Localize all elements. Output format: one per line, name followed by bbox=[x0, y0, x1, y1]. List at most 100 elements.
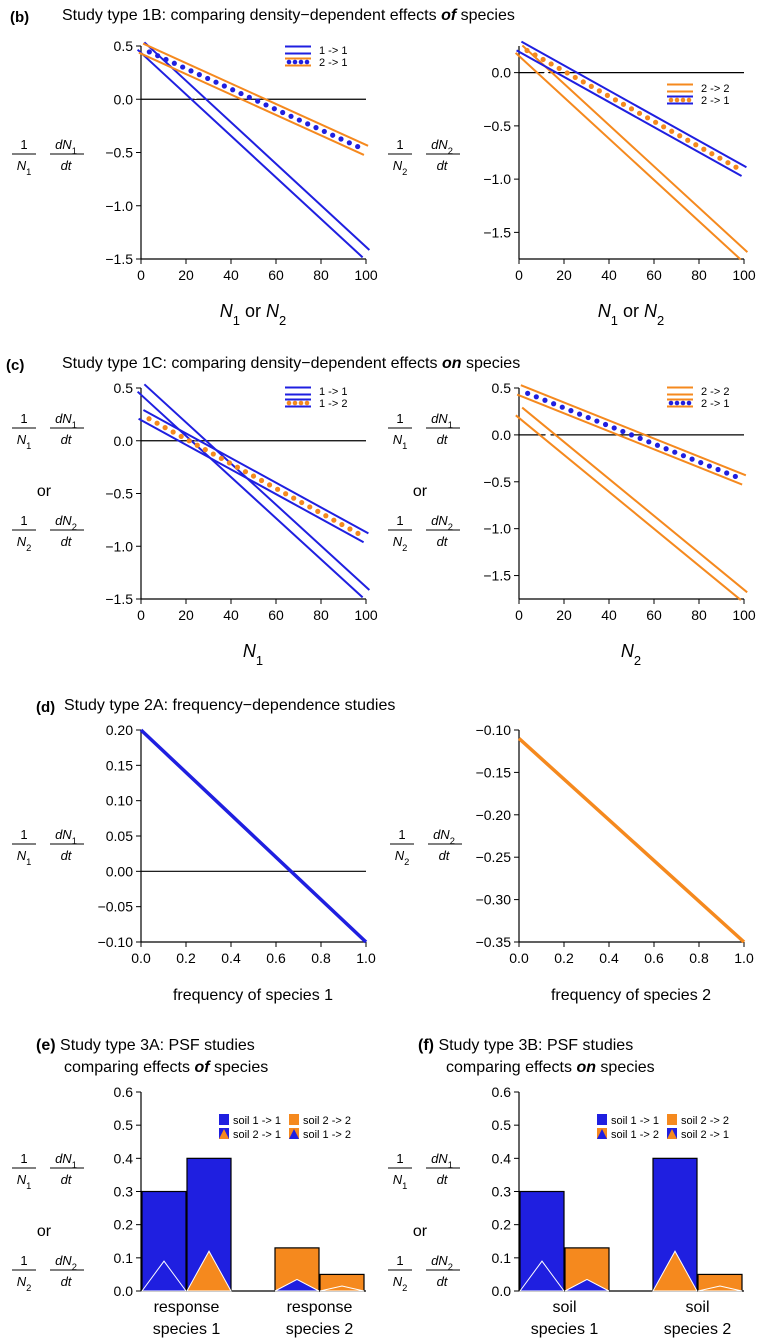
label-part: 2 bbox=[72, 1262, 77, 1272]
data-point bbox=[308, 200, 315, 206]
legend-dot bbox=[298, 47, 304, 53]
label-part: N bbox=[393, 534, 403, 549]
data-point bbox=[645, 165, 652, 171]
label-part: 1 bbox=[402, 1181, 407, 1191]
data-point bbox=[632, 504, 638, 510]
panel-title-part: comparing effects bbox=[64, 1059, 194, 1076]
series-line bbox=[517, 737, 746, 944]
data-point bbox=[567, 450, 573, 456]
legend-item: soil 2 -> 2 bbox=[667, 1114, 729, 1127]
label-part: dN bbox=[431, 1253, 448, 1268]
data-point bbox=[574, 456, 580, 462]
y-tick-label: 0.5 bbox=[492, 380, 512, 396]
fraction-denominator: dt bbox=[61, 1274, 73, 1289]
data-point bbox=[556, 65, 562, 72]
label-part: 2 bbox=[26, 1283, 31, 1293]
data-point bbox=[330, 132, 336, 138]
y-tick-label: 0.10 bbox=[106, 793, 133, 809]
label-part: N bbox=[17, 432, 27, 447]
fraction-numerator: dN1 bbox=[55, 137, 77, 156]
legend-triangle bbox=[219, 1129, 229, 1139]
x-axis-label-part: N bbox=[243, 641, 257, 661]
data-point bbox=[342, 232, 349, 238]
panel-title-part: Study type 3B: PSF studies bbox=[438, 1037, 633, 1054]
data-point bbox=[233, 131, 240, 137]
data-point bbox=[274, 510, 280, 516]
data-point bbox=[637, 435, 643, 441]
fraction-numerator: dN1 bbox=[55, 827, 77, 846]
label-part: N bbox=[17, 158, 27, 173]
data-point bbox=[714, 228, 720, 234]
fraction-denominator: N2 bbox=[17, 534, 32, 553]
data-point bbox=[732, 473, 738, 480]
legend-item: 2 -> 2 bbox=[667, 386, 729, 398]
fraction-denominator: N2 bbox=[393, 1274, 408, 1293]
data-point bbox=[308, 541, 315, 547]
group-label: soil bbox=[552, 1299, 576, 1316]
data-point bbox=[536, 65, 543, 71]
panel-letter-part: (d) bbox=[36, 699, 55, 716]
y-tick-label: −0.20 bbox=[476, 807, 512, 823]
data-point bbox=[596, 474, 602, 480]
legend-dot bbox=[674, 97, 680, 103]
bar-triangle bbox=[186, 1250, 232, 1292]
band-edge-line bbox=[520, 384, 747, 477]
data-point bbox=[559, 404, 565, 410]
label-part: 1 bbox=[448, 420, 453, 430]
group-label: species 1 bbox=[531, 1321, 599, 1338]
data-point bbox=[632, 153, 638, 159]
legend-label: 2 -> 2 bbox=[701, 386, 729, 398]
data-point bbox=[734, 587, 740, 593]
data-point bbox=[281, 516, 287, 522]
data-point bbox=[266, 482, 273, 488]
fraction-denominator: N1 bbox=[17, 848, 32, 867]
x-axis-label-part: N bbox=[644, 301, 658, 321]
legend-dot bbox=[292, 388, 298, 394]
data-point bbox=[146, 49, 152, 55]
label-part: 2 bbox=[404, 857, 409, 867]
legend-label: 1 -> 1 bbox=[319, 386, 347, 398]
legend-item: 2 -> 1 bbox=[285, 57, 347, 69]
data-point bbox=[543, 71, 549, 77]
legend-item: 2 -> 1 bbox=[667, 95, 729, 107]
data-point bbox=[315, 207, 321, 213]
data-point bbox=[654, 442, 661, 448]
x-tick-label: 80 bbox=[313, 607, 329, 623]
data-point bbox=[155, 53, 161, 59]
section-title: Study type 2A: frequency−dependence stud… bbox=[64, 697, 395, 714]
fraction-numerator: 1 bbox=[20, 137, 27, 152]
group-label: species 1 bbox=[153, 1321, 221, 1338]
data-point bbox=[192, 93, 199, 99]
group-label: response bbox=[154, 1299, 220, 1316]
legend-item: soil 1 -> 1 bbox=[597, 1114, 659, 1127]
label-part: N bbox=[17, 1172, 27, 1187]
data-point bbox=[171, 60, 177, 66]
x-axis-label-part: 1 bbox=[611, 313, 618, 328]
data-point bbox=[698, 459, 704, 466]
data-point bbox=[240, 478, 246, 485]
data-point bbox=[581, 462, 587, 468]
y-tick-label: −0.25 bbox=[476, 849, 512, 865]
data-point bbox=[288, 522, 294, 528]
y-tick-label: 0.20 bbox=[106, 722, 133, 738]
series-line bbox=[516, 384, 747, 486]
data-point bbox=[620, 101, 627, 107]
fraction-denominator: dt bbox=[61, 534, 73, 549]
data-point bbox=[339, 521, 345, 528]
data-point bbox=[145, 391, 151, 397]
data-point bbox=[666, 184, 672, 190]
y-tick-label: 0.3 bbox=[492, 1184, 512, 1200]
panel-title-part: comparing effects bbox=[446, 1059, 576, 1076]
fraction-numerator: 1 bbox=[398, 827, 405, 842]
data-point bbox=[585, 414, 591, 421]
fraction-denominator: N1 bbox=[17, 1172, 32, 1191]
data-point bbox=[712, 569, 718, 575]
legend-item: 1 -> 2 bbox=[285, 398, 347, 410]
data-point bbox=[158, 404, 165, 410]
data-point bbox=[604, 92, 610, 98]
data-point bbox=[612, 97, 619, 103]
legend-label: 1 -> 1 bbox=[319, 45, 347, 57]
